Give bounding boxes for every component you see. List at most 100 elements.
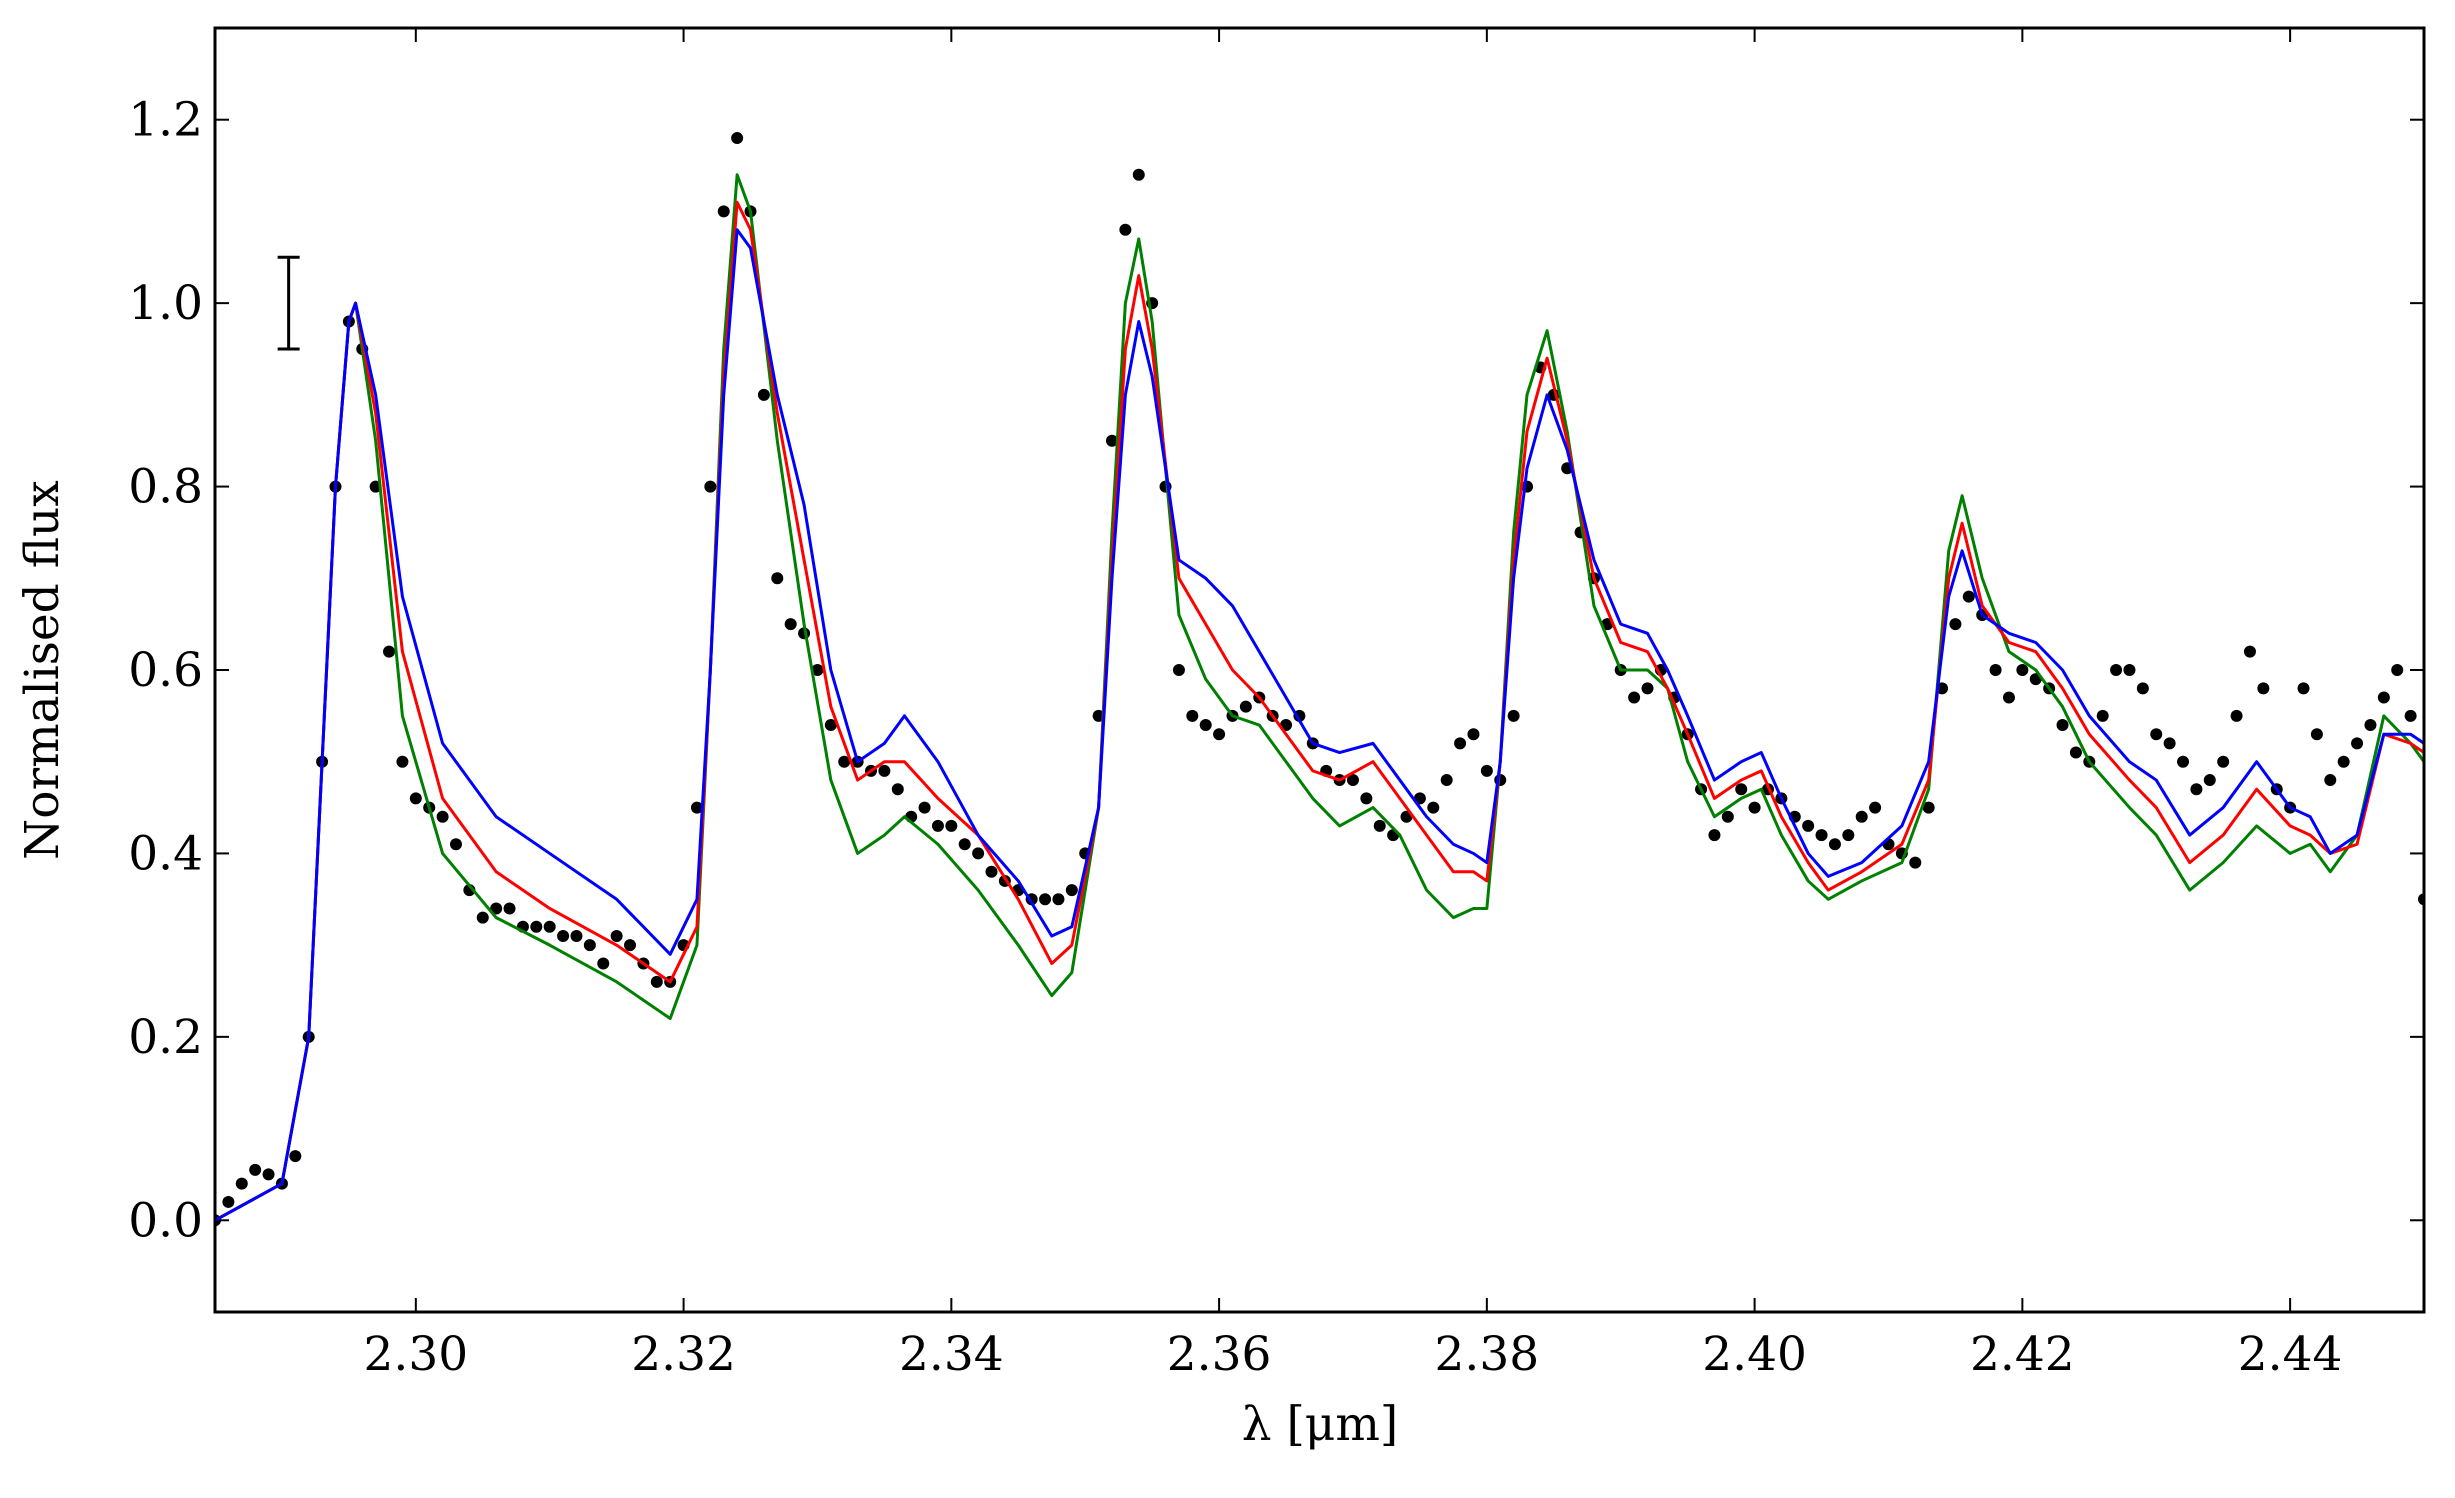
data-point [2337, 755, 2350, 768]
data-point [985, 865, 998, 878]
data-point [610, 929, 623, 942]
data-point [2203, 774, 2216, 787]
data-point [2217, 755, 2230, 768]
data-point [931, 819, 944, 832]
data-point [1507, 709, 1520, 722]
data-point [1360, 792, 1373, 805]
data-point [503, 902, 516, 915]
data-point [811, 664, 824, 676]
data-point [972, 847, 985, 860]
y-tick-label: 0.2 [128, 1010, 203, 1065]
data-point [891, 783, 904, 796]
x-tick-label: 2.44 [2238, 1327, 2343, 1382]
data-point [222, 1195, 235, 1208]
data-point [235, 1177, 248, 1190]
x-axis-label: λ [μm] [1242, 1397, 1399, 1452]
data-point [2190, 783, 2203, 796]
data-point [958, 838, 971, 851]
data-point [784, 618, 797, 631]
data-point [1962, 590, 1975, 603]
data-point [771, 572, 784, 585]
y-tick-label: 0.0 [128, 1193, 203, 1248]
data-point [2230, 709, 2243, 722]
data-point [557, 929, 570, 942]
data-point [1239, 700, 1252, 713]
plot-area [215, 132, 2424, 1227]
x-tick-label: 2.42 [1970, 1327, 2075, 1382]
data-point [1172, 664, 1185, 676]
data-point [1641, 682, 1654, 695]
data-point [2163, 737, 2176, 750]
data-point [449, 838, 462, 851]
data-point [570, 929, 583, 942]
data-point [1105, 434, 1118, 447]
data-point [2377, 691, 2390, 704]
data-point [624, 939, 637, 952]
x-tick-label: 2.38 [1435, 1327, 1540, 1382]
data-point [2177, 755, 2190, 768]
data-point [878, 764, 891, 777]
data-point [1052, 893, 1065, 906]
data-point [1065, 884, 1078, 897]
data-point [757, 388, 770, 401]
data-point [2310, 728, 2323, 741]
data-point [2257, 682, 2270, 695]
data-point [1373, 819, 1386, 832]
data-point [476, 911, 489, 924]
data-point [1949, 618, 1962, 631]
x-tick-label: 2.40 [1702, 1327, 1807, 1382]
data-point [383, 645, 396, 658]
model-line [215, 173, 2424, 1222]
data-point [2404, 709, 2417, 722]
data-point [1802, 819, 1815, 832]
model-line [215, 228, 2424, 1222]
x-tick-label: 2.30 [363, 1327, 468, 1382]
data-point [2243, 645, 2256, 658]
data-point [731, 132, 744, 145]
data-point [824, 719, 837, 732]
data-point [1989, 664, 2002, 676]
data-point [690, 801, 703, 814]
data-point [1213, 728, 1226, 741]
data-point [2002, 691, 2015, 704]
model-line [215, 200, 2424, 1222]
y-tick-label: 0.6 [128, 643, 203, 698]
data-point [2016, 664, 2029, 676]
data-point [1828, 838, 1841, 851]
data-point [650, 975, 663, 988]
data-point [2110, 664, 2123, 676]
data-point [1708, 829, 1721, 842]
data-point [1440, 774, 1453, 787]
data-point [436, 810, 449, 823]
data-point [1909, 856, 1922, 869]
data-point [1748, 801, 1761, 814]
data-point [2351, 737, 2364, 750]
data-point [583, 939, 596, 952]
data-point [1346, 774, 1359, 787]
data-point [1427, 801, 1440, 814]
data-point [1039, 893, 1052, 906]
data-point [597, 957, 610, 970]
data-point [838, 755, 851, 768]
x-tick-label: 2.32 [631, 1327, 736, 1382]
y-tick-label: 0.8 [128, 460, 203, 515]
plot-frame [213, 26, 2426, 1314]
data-point [249, 1163, 262, 1176]
data-point [1132, 168, 1145, 181]
data-point [2136, 682, 2149, 695]
data-point [1922, 801, 1935, 814]
y-tick-label: 1.0 [128, 276, 203, 331]
data-point [1855, 810, 1868, 823]
data-point [2324, 774, 2337, 787]
data-point [1815, 829, 1828, 842]
data-point [2123, 664, 2136, 676]
data-point [490, 902, 503, 915]
y-tick-label: 0.4 [128, 826, 203, 881]
data-point [1628, 691, 1641, 704]
data-point [918, 801, 931, 814]
y-axis-label: Normalised flux [15, 480, 70, 860]
x-tick-label: 2.34 [899, 1327, 1004, 1382]
data-point [1480, 764, 1493, 777]
data-point [543, 920, 556, 933]
